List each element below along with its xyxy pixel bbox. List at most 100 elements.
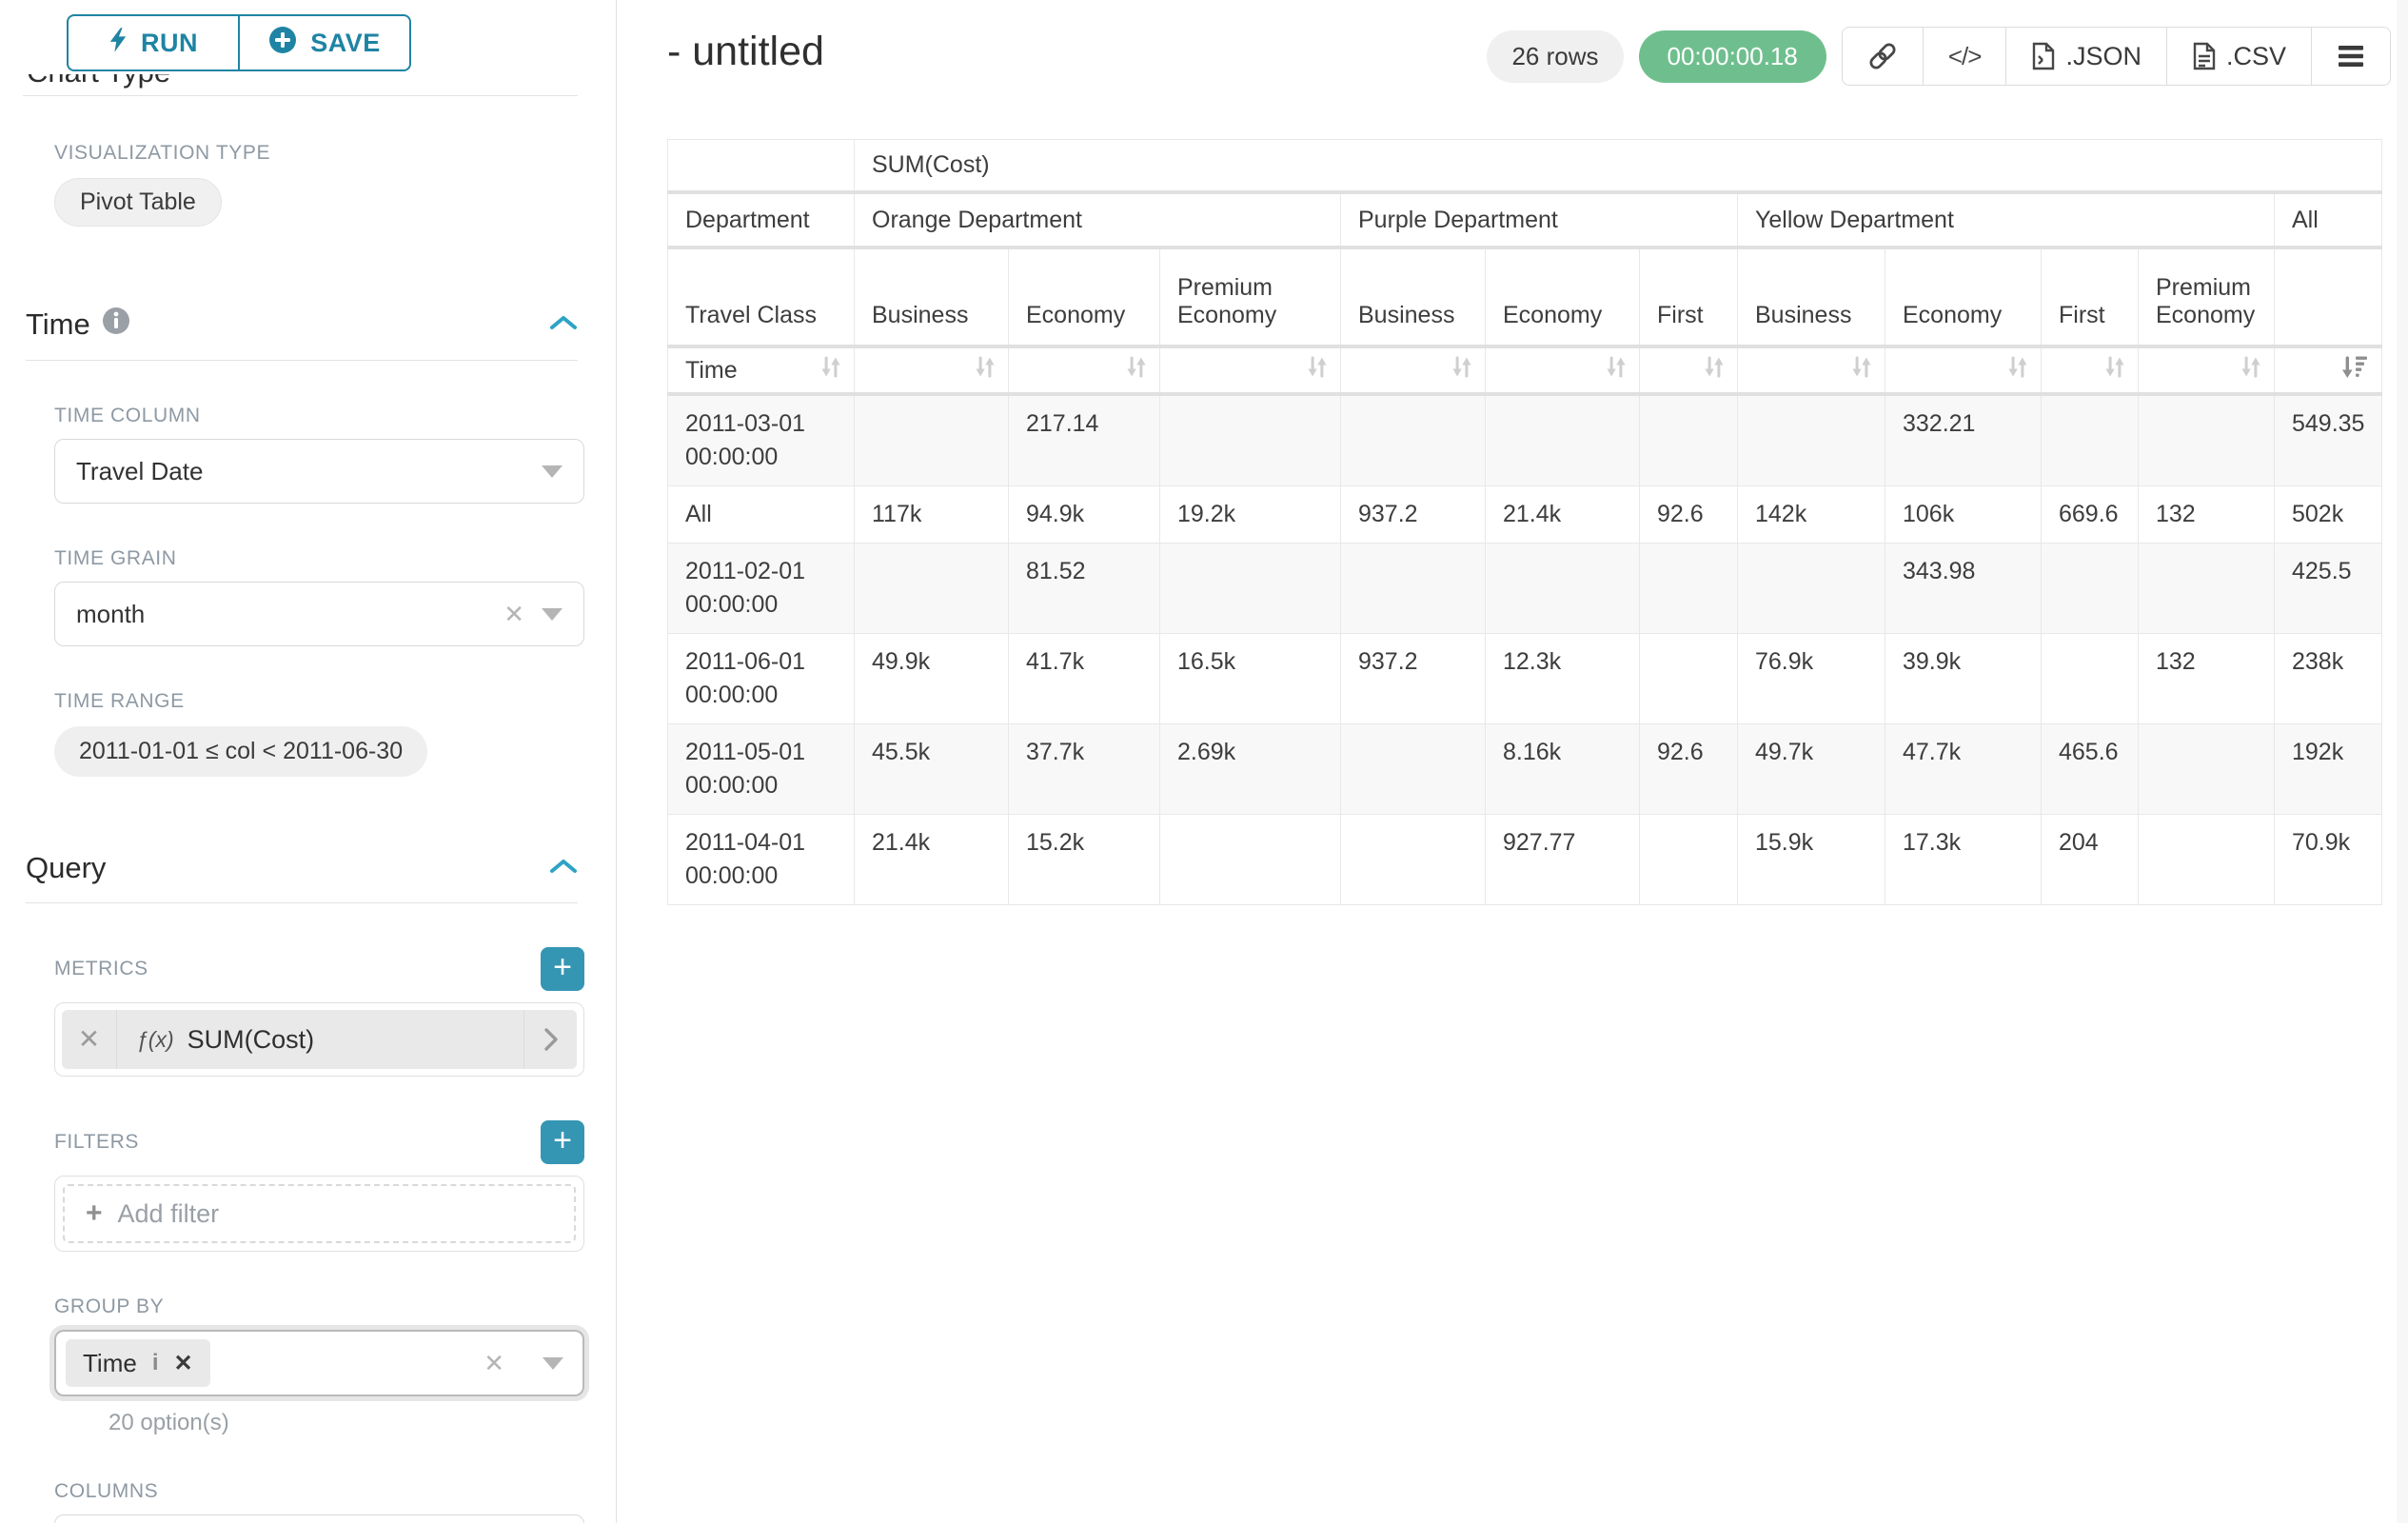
group-by-tag[interactable]: Time i ✕ [66,1339,210,1387]
add-metric-button[interactable]: + [541,947,584,991]
sort-icon[interactable] [2103,354,2126,387]
info-icon[interactable]: i [152,1350,159,1376]
row-label: 2011-02-01 00:00:00 [668,544,855,634]
cell: 332.21 [1885,394,2042,486]
sort-icon[interactable] [974,354,997,387]
sort-icon[interactable] [1850,354,1873,387]
department-group-header: Purple Department [1341,192,1738,247]
cell [1640,634,1738,724]
info-icon[interactable] [102,307,130,343]
fx-icon: ƒ(x) [136,1027,174,1053]
chevron-down-icon [542,465,563,478]
row-label: 2011-05-01 00:00:00 [668,724,855,815]
sort-icon[interactable] [819,354,842,387]
time-range-pill[interactable]: 2011-01-01 ≤ col < 2011-06-30 [54,726,427,777]
table-row: All117k94.9k19.2k937.221.4k92.6142k106k6… [668,486,2382,544]
table-row: 2011-06-01 00:00:0049.9k41.7k16.5k937.21… [668,634,2382,724]
lightning-icon [109,26,128,61]
time-section-collapse-icon[interactable] [549,314,578,336]
explore-view: Chart Type RUN SAVE [0,0,2408,1523]
travel-class-header: First [1640,247,1738,346]
table-row: 2011-04-01 00:00:0021.4k15.2k927.7715.9k… [668,815,2382,905]
sort-icon[interactable] [1451,354,1473,387]
cell [1486,394,1640,486]
visualization-type-pill[interactable]: Pivot Table [54,178,222,227]
filters-label: FILTERS [54,1131,139,1154]
export-json-button[interactable]: .JSON [2005,28,2166,85]
metric-pill[interactable]: ✕ ƒ(x) SUM(Cost) [62,1010,577,1069]
sortable-column-cell [1640,346,1738,394]
save-button[interactable]: SAVE [238,16,409,69]
cell: 37.7k [1009,724,1160,815]
plus-icon: + [86,1197,103,1230]
department-group-header: Orange Department [855,192,1341,247]
row-label: 2011-04-01 00:00:00 [668,815,855,905]
sort-icon[interactable] [2240,354,2262,387]
cell: 204 [2042,815,2139,905]
clear-icon[interactable]: ✕ [503,600,524,629]
travel-class-header: Business [1341,247,1486,346]
cell [2139,394,2275,486]
query-timer-badge: 00:00:00.18 [1639,30,1826,83]
cell: 70.9k [2275,815,2382,905]
cell: 21.4k [855,815,1009,905]
cell: 15.2k [1009,815,1160,905]
sort-icon[interactable] [1605,354,1628,387]
sortable-column-cell [2275,346,2382,394]
query-section-collapse-icon[interactable] [549,858,578,880]
cell [1341,544,1486,634]
remove-metric-icon[interactable]: ✕ [62,1010,117,1069]
export-csv-button[interactable]: .CSV [2166,28,2311,85]
cell: 81.52 [1009,544,1160,634]
sort-desc-icon[interactable] [2341,354,2370,387]
pivot-table: SUM(Cost)DepartmentOrange DepartmentPurp… [667,139,2382,905]
run-button[interactable]: RUN [69,16,238,69]
clear-icon[interactable]: ✕ [484,1349,504,1378]
sortable-column-cell [1486,346,1640,394]
travel-class-header: Economy [1486,247,1640,346]
row-label: 2011-03-01 00:00:00 [668,394,855,486]
cell: 106k [1885,486,2042,544]
time-grain-select[interactable]: month ✕ [54,582,584,646]
cell: 465.6 [2042,724,2139,815]
chart-toolbar: </> .JSON .CSV [1842,27,2391,86]
topbar-divider [23,95,578,96]
cell: 19.2k [1160,486,1341,544]
metrics-container: ✕ ƒ(x) SUM(Cost) [54,1002,584,1077]
add-filter-button[interactable]: + [541,1120,584,1164]
corner-cell [668,140,855,193]
cell [2139,815,2275,905]
columns-select[interactable]: Department ✕ Travel Class ✕ ✕ [54,1514,584,1523]
cell: 238k [2275,634,2382,724]
chevron-right-icon[interactable] [523,1010,577,1069]
sort-icon[interactable] [1703,354,1726,387]
remove-tag-icon[interactable]: ✕ [173,1350,192,1377]
chevron-down-icon [543,1357,563,1370]
sidebar-topbar: Chart Type RUN SAVE [0,0,616,95]
cell: 39.9k [1885,634,2042,724]
cell: 12.3k [1486,634,1640,724]
sort-icon[interactable] [1125,354,1148,387]
group-by-select[interactable]: Time i ✕ ✕ [54,1330,584,1396]
copy-link-button[interactable] [1843,28,1923,85]
travel-class-header: Premium Economy [2139,247,2275,346]
sort-icon[interactable] [1306,354,1329,387]
cell [855,544,1009,634]
sortable-column-cell [1341,346,1486,394]
add-filter-dropzone[interactable]: + Add filter [63,1184,576,1243]
sort-icon[interactable] [2006,354,2029,387]
chart-title[interactable]: - untitled [667,21,824,82]
cell [1738,394,1885,486]
embed-code-button[interactable]: </> [1923,28,2006,85]
code-icon: </> [1948,42,1982,71]
travel-class-header: Economy [1009,247,1160,346]
link-icon [1867,41,1898,71]
more-menu-button[interactable] [2311,28,2390,85]
time-column-select[interactable]: Travel Date [54,439,584,504]
cell: 217.14 [1009,394,1160,486]
scrollbar-track[interactable] [2397,0,2408,1523]
columns-label: COLUMNS [54,1480,584,1503]
cell: 47.7k [1885,724,2042,815]
table-row: 2011-03-01 00:00:00217.14332.21549.35 [668,394,2382,486]
cell [1341,815,1486,905]
